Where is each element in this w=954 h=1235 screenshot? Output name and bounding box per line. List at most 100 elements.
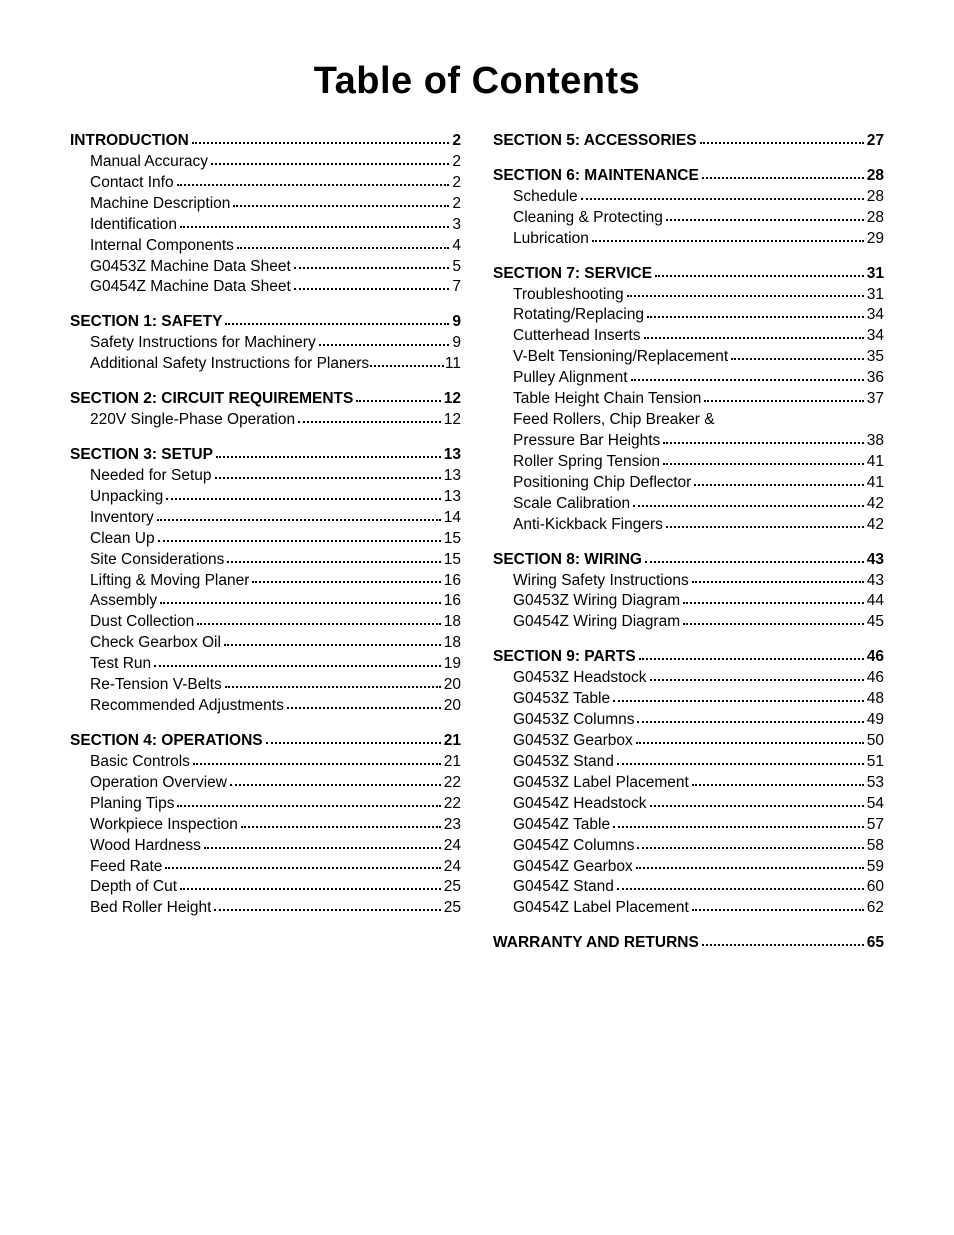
toc-leader-dots (294, 288, 450, 290)
toc-leader-dots (650, 679, 864, 681)
toc-leader-dots (647, 316, 864, 318)
toc-entry: Depth of Cut25 (70, 877, 461, 898)
toc-heading-label: SECTION 2: CIRCUIT REQUIREMENTS (70, 389, 353, 410)
toc-page-number: 15 (444, 529, 461, 550)
toc-leader-dots (356, 400, 440, 402)
toc-page-number: 9 (452, 333, 461, 354)
toc-entry-label: Positioning Chip Deflector (513, 473, 691, 494)
toc-heading-label: SECTION 1: SAFETY (70, 312, 222, 333)
toc-leader-dots (319, 344, 450, 346)
toc-column-right: SECTION 5: ACCESSORIES27 SECTION 6: MAINT… (493, 131, 884, 968)
toc-entry: G0453Z Gearbox50 (493, 731, 884, 752)
toc-leader-dots (225, 323, 449, 325)
toc-page-number: 51 (867, 752, 884, 773)
toc-entry-label: Lifting & Moving Planer (90, 571, 249, 592)
toc-entry: Basic Controls21 (70, 752, 461, 773)
toc-entry-label: Additional Safety Instructions for Plane… (90, 354, 369, 375)
toc-heading-label: SECTION 6: MAINTENANCE (493, 166, 699, 187)
toc-entry: Wiring Safety Instructions43 (493, 571, 884, 592)
toc-entry-label: Anti-Kickback Fingers (513, 515, 663, 536)
toc-page-number: 31 (867, 264, 884, 285)
toc-leader-dots (180, 888, 441, 890)
toc-leader-dots (692, 909, 864, 911)
toc-entry: Internal Components4 (70, 236, 461, 257)
toc-page-number: 11 (445, 354, 461, 375)
toc-entry-label: Wiring Safety Instructions (513, 571, 689, 592)
toc-leader-dots (204, 847, 441, 849)
toc-entry: Identification3 (70, 215, 461, 236)
toc-entry: Safety Instructions for Machinery9 (70, 333, 461, 354)
toc-leader-dots (177, 805, 440, 807)
toc-entry: G0453Z Stand51 (493, 752, 884, 773)
toc-leader-dots (655, 275, 864, 277)
toc-entry: Machine Description2 (70, 194, 461, 215)
toc-entry: Pulley Alignment36 (493, 368, 884, 389)
toc-page-number: 12 (444, 389, 461, 410)
toc-leader-dots (165, 867, 440, 869)
toc-page-number: 28 (867, 208, 884, 229)
toc-leader-dots (241, 826, 441, 828)
toc-page-number: 41 (867, 473, 884, 494)
toc-page-number: 15 (444, 550, 461, 571)
toc-leader-dots (166, 498, 441, 500)
toc-entry: Check Gearbox Oil18 (70, 633, 461, 654)
toc-entry: Feed Rate24 (70, 857, 461, 878)
toc-entry-label: Roller Spring Tension (513, 452, 660, 473)
toc-page-number: 41 (867, 452, 884, 473)
toc-section: WARRANTY AND RETURNS65 (493, 933, 884, 954)
toc-leader-dots (180, 226, 449, 228)
toc-entry: Recommended Adjustments20 (70, 696, 461, 717)
toc-heading-label: SECTION 9: PARTS (493, 647, 636, 668)
toc-leader-dots (211, 163, 449, 165)
toc-section: INTRODUCTION2Manual Accuracy2Contact Inf… (70, 131, 461, 298)
toc-entry-label: Dust Collection (90, 612, 194, 633)
toc-leader-dots (663, 442, 863, 444)
toc-entry: Troubleshooting31 (493, 285, 884, 306)
toc-entry-label: Inventory (90, 508, 154, 529)
toc-entry: 220V Single-Phase Operation12 (70, 410, 461, 431)
toc-entry: Table Height Chain Tension37 (493, 389, 884, 410)
toc-page-number: 58 (867, 836, 884, 857)
toc-section: SECTION 7: SERVICE31Troubleshooting31Rot… (493, 264, 884, 536)
toc-page-number: 13 (444, 445, 461, 466)
toc-entry-label: 220V Single-Phase Operation (90, 410, 295, 431)
toc-page-number: 21 (444, 731, 461, 752)
toc-entry: G0453Z Columns49 (493, 710, 884, 731)
toc-leader-dots (704, 400, 863, 402)
toc-page-number: 50 (867, 731, 884, 752)
toc-leader-dots (683, 602, 864, 604)
toc-leader-dots (694, 484, 863, 486)
toc-entry-label: Contact Info (90, 173, 174, 194)
toc-entry: G0454Z Machine Data Sheet7 (70, 277, 461, 298)
toc-leader-dots (193, 763, 441, 765)
toc-page-number: 59 (867, 857, 884, 878)
toc-page-number: 25 (444, 877, 461, 898)
toc-section: SECTION 2: CIRCUIT REQUIREMENTS12220V Si… (70, 389, 461, 431)
toc-page-number: 9 (452, 312, 461, 333)
toc-leader-dots (252, 581, 440, 583)
toc-entry: Roller Spring Tension 41 (493, 452, 884, 473)
page: Table of Contents INTRODUCTION2Manual Ac… (0, 0, 954, 1028)
toc-section-heading: SECTION 5: ACCESSORIES27 (493, 131, 884, 152)
toc-columns: INTRODUCTION2Manual Accuracy2Contact Inf… (70, 131, 884, 968)
toc-entry: G0454Z Wiring Diagram45 (493, 612, 884, 633)
toc-entry-label: Cutterhead Inserts (513, 326, 641, 347)
toc-page-number: 42 (867, 494, 884, 515)
toc-leader-dots (230, 784, 441, 786)
toc-leader-dots (158, 540, 441, 542)
toc-page-number: 7 (452, 277, 461, 298)
toc-leader-dots (192, 142, 450, 144)
toc-entry: Manual Accuracy2 (70, 152, 461, 173)
toc-section: SECTION 5: ACCESSORIES27 (493, 131, 884, 152)
toc-leader-dots (617, 888, 864, 890)
toc-section-heading: SECTION 4: OPERATIONS21 (70, 731, 461, 752)
toc-entry-label: Clean Up (90, 529, 155, 550)
toc-entry: Inventory14 (70, 508, 461, 529)
toc-leader-dots (666, 219, 864, 221)
toc-heading-label: WARRANTY AND RETURNS (493, 933, 699, 954)
toc-page-number: 27 (867, 131, 884, 152)
toc-leader-dots (294, 267, 450, 269)
toc-entry-label: G0453Z Headstock (513, 668, 647, 689)
toc-leader-dots (157, 519, 441, 521)
toc-page-number: 16 (444, 571, 461, 592)
